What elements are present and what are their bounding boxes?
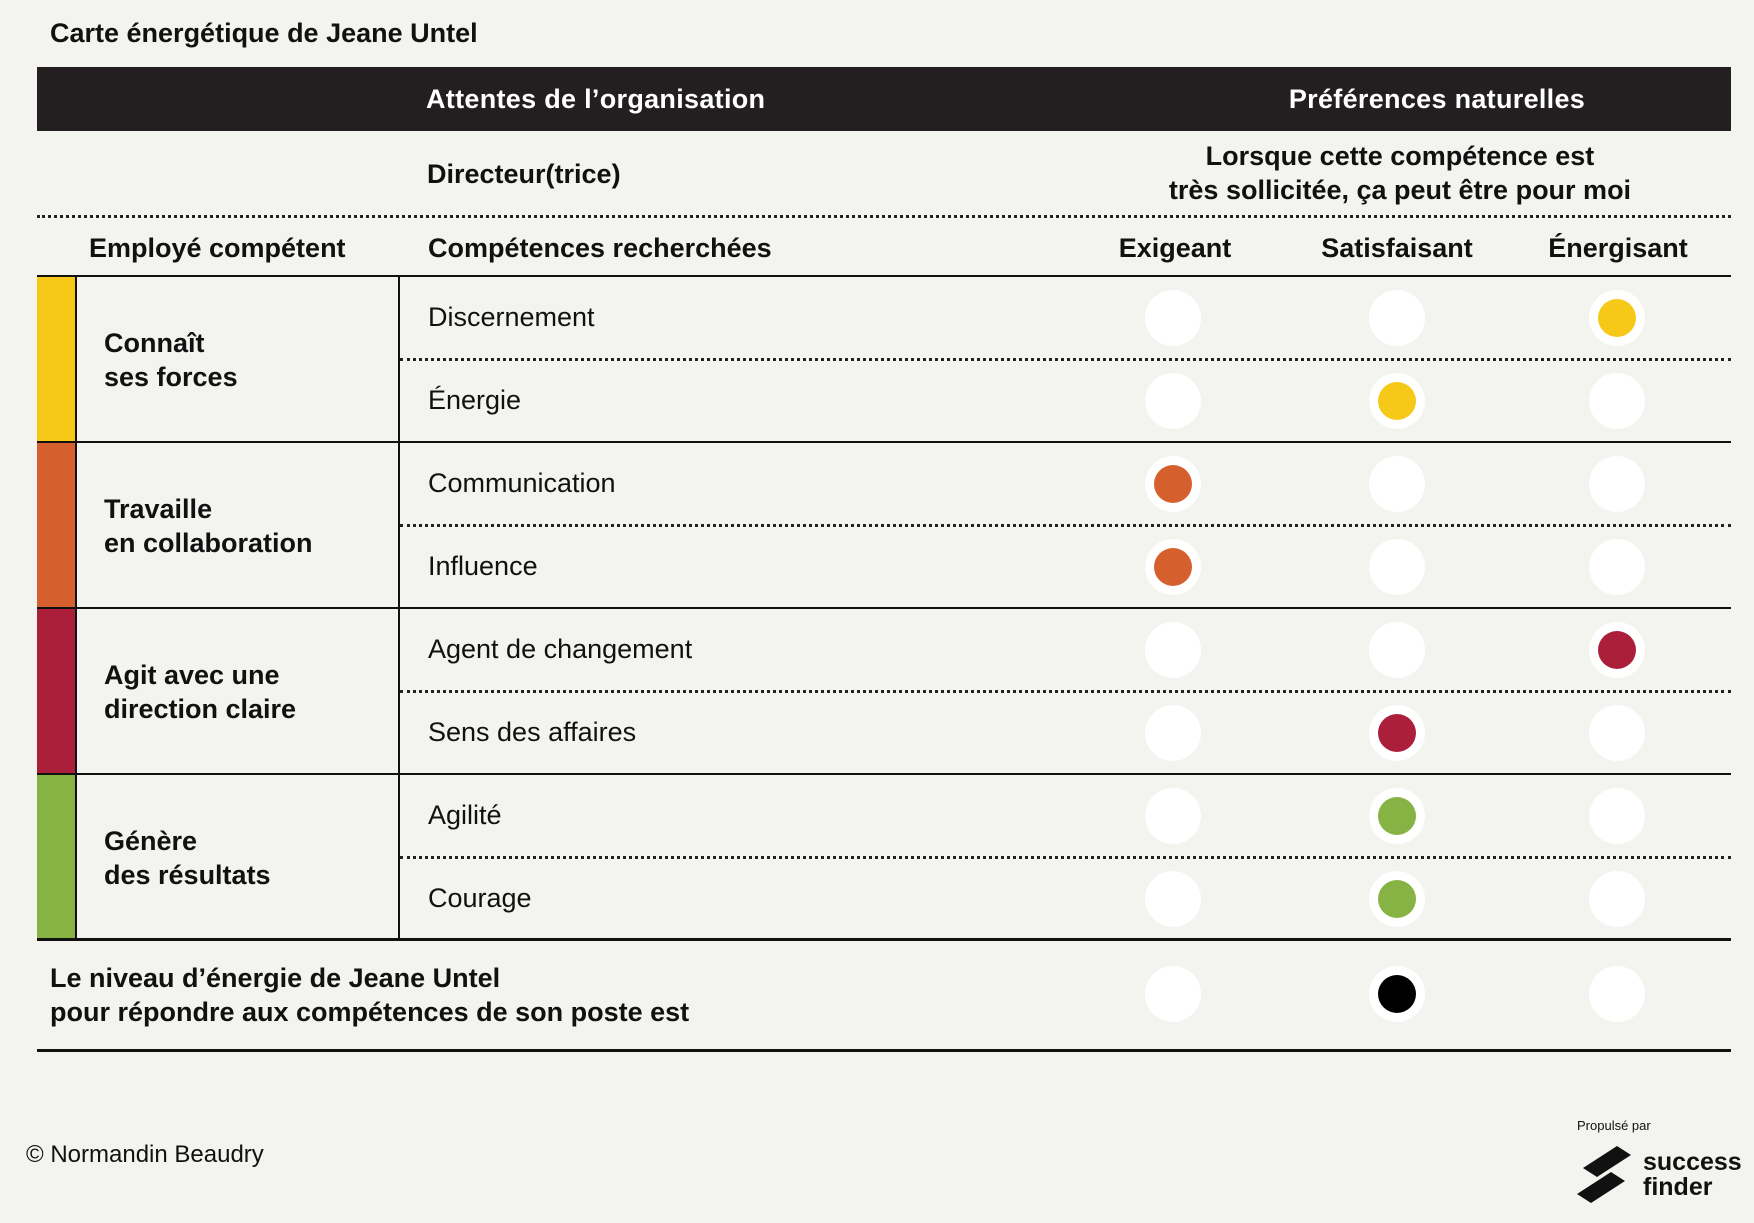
energy-dot-exigeant [1145, 788, 1201, 844]
energy-dot-exigeant [1145, 705, 1201, 761]
energy-dot-fill [1154, 465, 1192, 503]
column-header-skills: Compétences recherchées [428, 233, 772, 263]
category-color-bar-collaboration [37, 443, 75, 607]
energy-dot-fill [1154, 548, 1192, 586]
energy-dot-fill [1378, 382, 1416, 420]
page-title: Carte énergétique de Jeane Untel [50, 18, 478, 48]
energy-dot-fill [1378, 714, 1416, 752]
header-bar: Attentes de l’organisation Préférences n… [37, 67, 1731, 131]
energy-dot-satisfaisant [1369, 290, 1425, 346]
table-bottom-border [37, 938, 1731, 941]
summary-bottom-border [37, 1049, 1731, 1052]
category-label-line: Agit avec une [104, 660, 280, 690]
energy-dot-satisfaisant [1369, 373, 1425, 429]
category-color-bar-forces [37, 277, 75, 441]
energy-dot-energisant [1589, 539, 1645, 595]
energy-dot-energisant [1589, 373, 1645, 429]
energy-dot-fill [1598, 299, 1636, 337]
summary-line-1: Le niveau d’énergie de Jeane Untel [50, 963, 501, 993]
category-label-forces: Connaît ses forces [104, 326, 238, 394]
category-label-collaboration: Travaille en collaboration [104, 492, 313, 560]
header-natural-preferences: Préférences naturelles [1288, 84, 1586, 114]
skill-name-influence: Influence [428, 551, 538, 581]
header-bottom-border [37, 275, 1731, 277]
skill-name-discernement: Discernement [428, 302, 595, 332]
energy-dot-fill [1598, 631, 1636, 669]
category-label-line: Travaille [104, 494, 213, 524]
energy-dot-fill [1378, 880, 1416, 918]
energy-dot-exigeant [1145, 622, 1201, 678]
skill-name-communication: Communication [428, 468, 616, 498]
summary-line-2: pour répondre aux compétences de son pos… [50, 997, 690, 1027]
category-label-line: ses forces [104, 362, 238, 392]
energy-dot-energisant [1589, 456, 1645, 512]
energy-dot-satisfaisant [1369, 456, 1425, 512]
energy-dot-energisant [1589, 622, 1645, 678]
category-label-line: des résultats [104, 860, 271, 890]
energy-dot-energisant [1589, 788, 1645, 844]
category-label-line: Génère [104, 826, 198, 856]
category-label-direction: Agit avec une direction claire [104, 658, 296, 726]
preference-line-2: très sollicitée, ça peut être pour moi [1168, 175, 1632, 205]
summary-dot-energisant [1589, 966, 1645, 1022]
skill-name-courage: Courage [428, 883, 532, 913]
category-label-line: direction claire [104, 694, 297, 724]
row-divider [400, 358, 1731, 361]
preference-line-1: Lorsque cette compétence est [1205, 141, 1595, 171]
brand-wordmark: success finder [1643, 1150, 1742, 1200]
energy-dot-satisfaisant [1369, 539, 1425, 595]
category-divider [37, 607, 1731, 609]
role-label: Directeur(trice) [427, 159, 621, 189]
skill-name-energie: Énergie [428, 385, 522, 415]
header-organisation-expectations: Attentes de l’organisation [426, 84, 766, 114]
energy-dot-exigeant [1145, 373, 1201, 429]
summary-dot-satisfaisant [1369, 966, 1425, 1022]
energy-dot-satisfaisant [1369, 871, 1425, 927]
energy-dot-exigeant [1145, 871, 1201, 927]
row-divider [400, 856, 1731, 859]
successfinder-logo-icon [1577, 1146, 1631, 1203]
energy-dot-energisant [1589, 871, 1645, 927]
brand-line: success [1643, 1148, 1742, 1176]
column-header-satisfaisant: Satisfaisant [1321, 233, 1473, 263]
category-color-bar-resultats [37, 775, 75, 938]
energy-dot-satisfaisant [1369, 622, 1425, 678]
column-header-energisant: Énergisant [1548, 233, 1688, 263]
energy-dot-fill [1378, 797, 1416, 835]
category-label-line: Connaît [104, 328, 205, 358]
column-header-category: Employé compétent [89, 233, 346, 263]
energy-dot-exigeant [1145, 456, 1201, 512]
brand-line: finder [1643, 1173, 1713, 1201]
summary-dot-exigeant [1145, 966, 1201, 1022]
energy-dot-satisfaisant [1369, 705, 1425, 761]
energy-dot-exigeant [1145, 539, 1201, 595]
subheader-divider [37, 215, 1731, 218]
energy-dot-energisant [1589, 705, 1645, 761]
category-divider [37, 441, 1731, 443]
row-divider [400, 690, 1731, 693]
skill-name-sens-des-affaires: Sens des affaires [428, 717, 637, 747]
energy-dot-exigeant [1145, 290, 1201, 346]
category-label-line: en collaboration [104, 528, 313, 558]
powered-by-label: Propulsé par [1577, 1118, 1651, 1133]
copyright-text: © Normandin Beaudry [26, 1141, 264, 1168]
skill-name-agent-de-changement: Agent de changement [428, 634, 693, 664]
category-color-bar-direction [37, 609, 75, 773]
category-divider [37, 773, 1731, 775]
skill-name-agilite: Agilité [428, 800, 502, 830]
energy-dot-energisant [1589, 290, 1645, 346]
row-divider [400, 524, 1731, 527]
energy-dot-fill [1378, 975, 1416, 1013]
category-label-resultats: Génère des résultats [104, 824, 271, 892]
energy-dot-satisfaisant [1369, 788, 1425, 844]
column-header-exigeant: Exigeant [1118, 233, 1232, 263]
